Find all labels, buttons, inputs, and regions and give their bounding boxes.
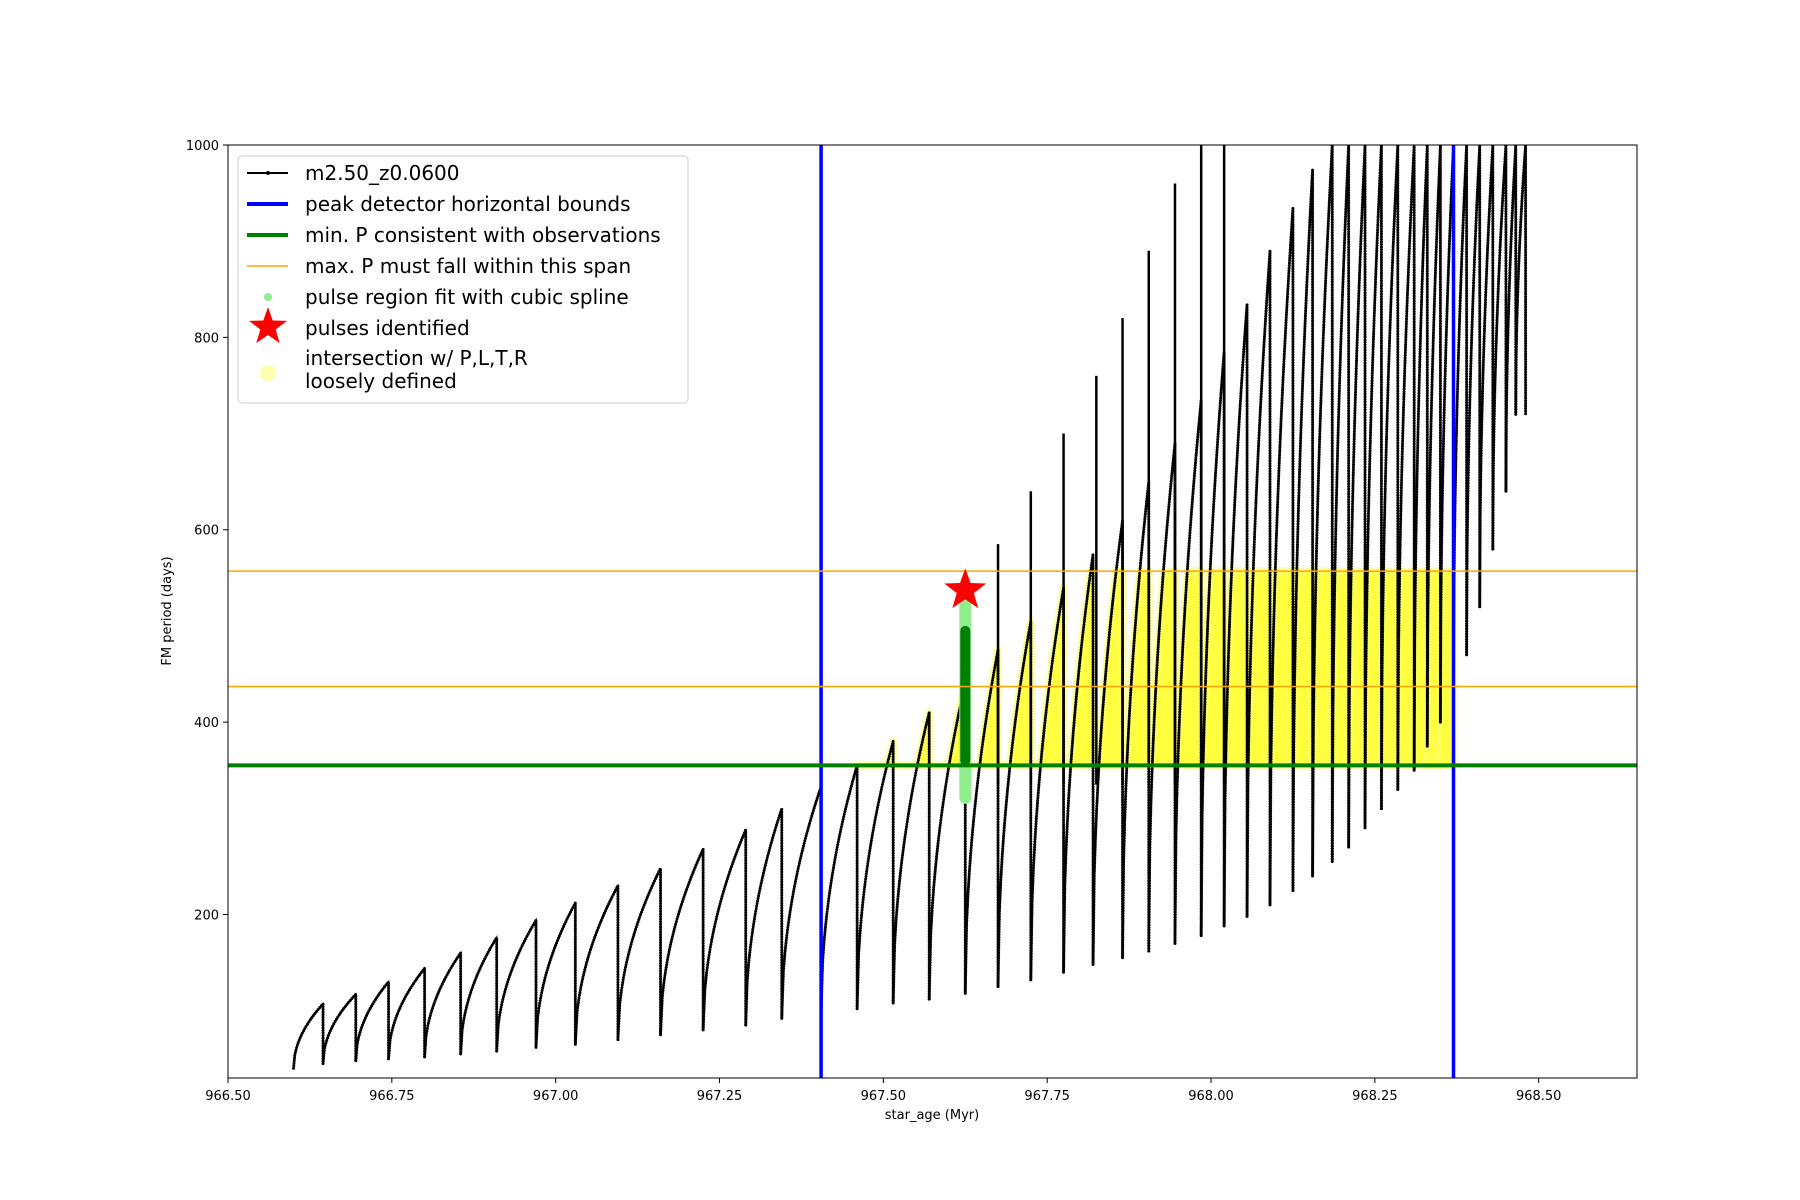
legend-label-min-period: min. P consistent with observations xyxy=(305,223,661,247)
y-axis-label: FM period (days) xyxy=(160,556,175,665)
period-track-line xyxy=(1364,145,1383,828)
legend-star-icon xyxy=(248,307,288,344)
spline-layer xyxy=(959,592,972,804)
period-track-line xyxy=(387,966,426,1059)
period-track-line xyxy=(1174,399,1202,944)
y-tick-label: 200 xyxy=(194,908,219,923)
period-track-line xyxy=(1515,145,1527,415)
period-track-line xyxy=(781,786,822,1019)
legend-entry-min-period: min. P consistent with observations xyxy=(247,223,661,247)
x-axis: 966.50 966.75 967.00 967.25 967.50 967.75 968.… xyxy=(205,1078,1561,1104)
period-track-line xyxy=(820,765,858,1013)
plot-area xyxy=(228,145,1637,1078)
period-track-line xyxy=(1452,145,1468,694)
x-tick-label: 968.50 xyxy=(1516,1089,1562,1104)
legend-dot-marker xyxy=(266,171,270,175)
x-tick-label: 966.75 xyxy=(369,1089,415,1104)
legend-label-max-period: max. P must fall within this span xyxy=(305,254,631,278)
period-track-line xyxy=(702,829,747,1030)
period-track-line xyxy=(1492,145,1507,549)
period-track-line xyxy=(1465,145,1481,655)
period-track-line xyxy=(1269,207,1294,905)
period-track-line xyxy=(1121,481,1150,958)
legend-label-spline: pulse region fit with cubic spline xyxy=(305,285,629,309)
period-track-line xyxy=(423,950,462,1057)
legend-label-pulses: pulses identified xyxy=(305,316,470,340)
y-tick-label: 400 xyxy=(194,716,219,731)
period-track-line xyxy=(355,979,390,1061)
pulse-star-marker xyxy=(944,568,987,609)
legend-entry-pulses: pulses identified xyxy=(248,307,470,344)
period-track-line xyxy=(856,741,894,1009)
spline-fit-core xyxy=(960,625,971,766)
legend-entry-bounds: peak detector horizontal bounds xyxy=(247,192,631,216)
period-track-line xyxy=(1505,145,1517,492)
legend-entry-intersection: intersection w/ P,L,T,R loosely defined xyxy=(260,346,528,393)
period-track-line xyxy=(1478,145,1494,607)
period-track-line xyxy=(1292,169,1314,891)
legend: m2.50_z0.0600 peak detector horizontal b… xyxy=(237,155,689,404)
star-layer xyxy=(944,568,987,609)
period-track-line xyxy=(744,808,783,1026)
x-tick-label: 967.50 xyxy=(861,1089,907,1104)
period-track-line xyxy=(292,1002,324,1069)
period-track-line xyxy=(459,934,498,1054)
period-track-line xyxy=(659,848,704,1035)
period-track-line xyxy=(322,992,357,1064)
period-track-line xyxy=(1200,351,1225,936)
y-axis: 200 400 600 800 1000 xyxy=(186,139,228,923)
period-track-line xyxy=(1426,145,1442,747)
legend-entry-max-period: max. P must fall within this span xyxy=(247,254,631,278)
period-track-line xyxy=(535,902,577,1048)
x-axis-label: star_age (Myr) xyxy=(885,1108,979,1123)
period-track-line xyxy=(1092,520,1124,965)
period-track-line xyxy=(1246,250,1271,917)
period-track-line xyxy=(1397,145,1415,790)
y-tick-label: 800 xyxy=(194,331,219,346)
period-track-line xyxy=(495,917,537,1052)
legend-label-bounds: peak detector horizontal bounds xyxy=(305,192,631,216)
x-tick-label: 967.75 xyxy=(1024,1089,1070,1104)
period-track-line xyxy=(1413,145,1429,771)
y-tick-label: 1000 xyxy=(186,139,219,154)
legend-entry-track: m2.50_z0.0600 xyxy=(247,161,460,185)
legend-label-intersection-1: intersection w/ P,L,T,R xyxy=(305,346,528,370)
x-tick-label: 967.25 xyxy=(697,1089,743,1104)
period-track-line xyxy=(1030,587,1065,980)
legend-label-track: m2.50_z0.0600 xyxy=(305,161,460,185)
legend-box xyxy=(237,155,689,404)
legend-entry-spline: pulse region fit with cubic spline xyxy=(264,285,629,309)
period-track-line xyxy=(997,620,1032,987)
track-layer xyxy=(292,145,1528,1070)
period-track-line xyxy=(892,712,930,1003)
x-tick-label: 966.50 xyxy=(205,1089,251,1104)
legend-label-intersection-2: loosely defined xyxy=(305,369,457,393)
period-track-line xyxy=(1148,443,1176,952)
reference-lines-layer xyxy=(228,145,1637,1078)
x-tick-label: 968.25 xyxy=(1352,1089,1398,1104)
period-track-line xyxy=(574,885,619,1045)
period-track-line xyxy=(1380,145,1399,809)
x-tick-label: 967.00 xyxy=(533,1089,579,1104)
legend-intersection-marker xyxy=(260,365,276,381)
y-tick-label: 600 xyxy=(194,524,219,539)
period-track-line xyxy=(1062,553,1094,973)
period-track-line xyxy=(617,867,662,1040)
period-track-line xyxy=(1223,303,1248,927)
legend-spline-marker xyxy=(264,293,272,301)
plot-frame xyxy=(227,144,1638,1079)
period-track-line xyxy=(964,649,999,994)
period-track-line xyxy=(1331,145,1350,862)
x-tick-label: 968.00 xyxy=(1188,1089,1234,1104)
period-track-line xyxy=(1347,145,1366,848)
